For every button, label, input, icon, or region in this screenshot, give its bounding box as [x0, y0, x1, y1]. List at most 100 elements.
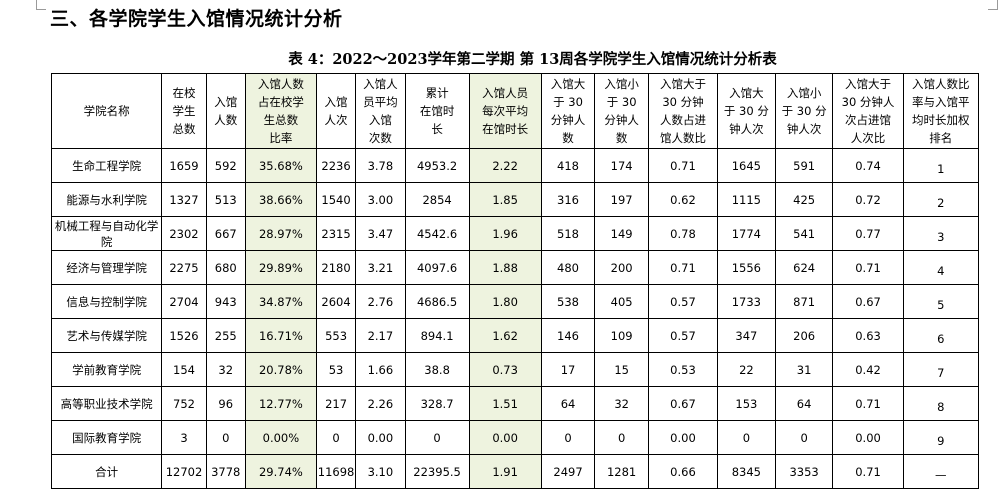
column-header-total-hours: 累计 在馆时 长: [404, 73, 470, 149]
table-caption: 表 4：2022～2023学年第二学期 第 13周各学院学生入馆情况统计分析表: [288, 51, 777, 68]
cell-over30-people: 418: [540, 148, 596, 183]
table-row: 国际教育学院 3 0 0.00% 0 0.00 0 0.00 0 0 0.00 0 0 0.00 9: [50, 420, 980, 455]
cell-visitor-ratio: 38.66%: [244, 182, 317, 217]
cell-avg-hours: 1.80: [468, 284, 542, 319]
table-row: 经济与管理学院 2275 680 29.89% 2180 3.21 4097.6 1.88 48…: [50, 250, 980, 285]
cell-enrolled: 1327: [161, 182, 207, 217]
cell-avg-hours: 1.62: [468, 318, 542, 353]
page-corner-mark-right: [988, 0, 998, 10]
cell-under30-people: 174: [594, 148, 649, 183]
cell-rank: 7: [902, 352, 980, 387]
cell-total-hours: 2854: [404, 182, 470, 217]
cell-avg-hours: 0.00: [468, 420, 542, 455]
cell-college: 学前教育学院: [50, 352, 163, 387]
cell-under30-visits: 871: [774, 284, 834, 319]
table-row: 机械工程与自动化学院 2302 667 28.97% 2315 3.47 4542.6 1.9…: [50, 216, 980, 251]
cell-avg-hours: 1.85: [468, 182, 542, 217]
cell-over30-people-ratio: 0.66: [647, 454, 719, 489]
cell-under30-people: 200: [594, 250, 649, 285]
cell-over30-visits-ratio: 0.71: [832, 386, 904, 421]
table-row: 生命工程学院 1659 592 35.68% 2236 3.78 4953.2 2.22 418…: [50, 148, 980, 183]
cell-visits: 553: [315, 318, 357, 353]
cell-over30-visits: 1115: [717, 182, 776, 217]
cell-rank: 3: [902, 216, 980, 251]
table-header-row: 学院名称 在校 学生 总数 入馆 人数 入馆人数 占在校学 生总数 比率 入馆 人次 入馆…: [50, 73, 980, 149]
cell-over30-visits: 8345: [717, 454, 776, 489]
cell-under30-visits: 541: [774, 216, 834, 251]
cell-total-hours: 4686.5: [404, 284, 470, 319]
column-header-visitor-ratio: 入馆人数 占在校学 生总数 比率: [244, 73, 317, 149]
cell-enrolled: 12702: [161, 454, 207, 489]
cell-over30-people-ratio: 0.67: [647, 386, 719, 421]
cell-under30-visits: 425: [774, 182, 834, 217]
cell-over30-visits-ratio: 0.42: [832, 352, 904, 387]
table-row: 艺术与传媒学院 1526 255 16.71% 553 2.17 894.1 1.62 146 1…: [50, 318, 980, 353]
table-row: 信息与控制学院 2704 943 34.87% 2604 2.76 4686.5 1.80 53…: [50, 284, 980, 319]
cell-over30-people-ratio: 0.71: [647, 250, 719, 285]
cell-visits: 2236: [315, 148, 357, 183]
cell-enrolled: 2302: [161, 216, 207, 251]
cell-visitors: 667: [205, 216, 246, 251]
cell-over30-visits: 1774: [717, 216, 776, 251]
cell-visitors: 3778: [205, 454, 246, 489]
cell-visitor-ratio: 12.77%: [244, 386, 317, 421]
cell-over30-people-ratio: 0.57: [647, 284, 719, 319]
cell-under30-people: 32: [594, 386, 649, 421]
cell-over30-visits-ratio: 0.71: [832, 250, 904, 285]
college-visit-stats-table: 学院名称 在校 学生 总数 入馆 人数 入馆人数 占在校学 生总数 比率 入馆 人次 入馆…: [50, 73, 980, 489]
cell-over30-visits: 1645: [717, 148, 776, 183]
cell-college: 经济与管理学院: [50, 250, 163, 285]
cell-visitors: 513: [205, 182, 246, 217]
cell-under30-visits: 624: [774, 250, 834, 285]
cell-visitor-ratio: 29.89%: [244, 250, 317, 285]
cell-enrolled: 154: [161, 352, 207, 387]
table-row: 能源与水利学院 1327 513 38.66% 1540 3.00 2854 1.85 316 1…: [50, 182, 980, 217]
cell-avg-visits: 3.47: [355, 216, 406, 251]
cell-avg-hours: 0.73: [468, 352, 542, 387]
cell-rank: 6: [902, 318, 980, 353]
cell-enrolled: 1526: [161, 318, 207, 353]
cell-total-hours: 894.1: [404, 318, 470, 353]
table-row: 学前教育学院 154 32 20.78% 53 1.66 38.8 0.73 17 15 0.53 2…: [50, 352, 980, 387]
column-header-over30-people-ratio: 入馆大于 30 分钟 人数占进 馆人数比: [647, 73, 719, 149]
cell-college: 国际教育学院: [50, 420, 163, 455]
column-header-visits: 入馆 人次: [315, 73, 357, 149]
cell-visitor-ratio: 28.97%: [244, 216, 317, 251]
cell-under30-visits: 64: [774, 386, 834, 421]
cell-avg-hours: 1.96: [468, 216, 542, 251]
cell-avg-visits: 1.66: [355, 352, 406, 387]
cell-over30-visits-ratio: 0.72: [832, 182, 904, 217]
cell-over30-visits-ratio: 0.67: [832, 284, 904, 319]
cell-visitors: 592: [205, 148, 246, 183]
cell-over30-people: 64: [540, 386, 596, 421]
cell-rank: 5: [902, 284, 980, 319]
cell-enrolled: 2704: [161, 284, 207, 319]
cell-college: 合计: [50, 454, 163, 489]
cell-rank: 1: [902, 148, 980, 183]
column-header-avg-visits: 入馆人 员平均 入馆 次数: [355, 73, 406, 149]
cell-under30-visits: 591: [774, 148, 834, 183]
cell-over30-people-ratio: 0.57: [647, 318, 719, 353]
cell-over30-visits-ratio: 0.71: [832, 454, 904, 489]
cell-avg-visits: 2.76: [355, 284, 406, 319]
cell-college: 艺术与传媒学院: [50, 318, 163, 353]
cell-total-hours: 328.7: [404, 386, 470, 421]
cell-college: 生命工程学院: [50, 148, 163, 183]
column-header-under30-people: 入馆小 于 30 分钟人 数: [594, 73, 649, 149]
cell-over30-visits-ratio: 0.63: [832, 318, 904, 353]
cell-over30-people-ratio: 0.62: [647, 182, 719, 217]
cell-under30-people: 1281: [594, 454, 649, 489]
column-header-visitors: 入馆 人数: [205, 73, 246, 149]
cell-enrolled: 2275: [161, 250, 207, 285]
cell-avg-visits: 3.10: [355, 454, 406, 489]
cell-total-hours: 4953.2: [404, 148, 470, 183]
cell-visitor-ratio: 29.74%: [244, 454, 317, 489]
cell-visitor-ratio: 16.71%: [244, 318, 317, 353]
cell-over30-visits-ratio: 0.77: [832, 216, 904, 251]
cell-avg-visits: 3.00: [355, 182, 406, 217]
cell-visitor-ratio: 0.00%: [244, 420, 317, 455]
cell-visitors: 96: [205, 386, 246, 421]
cell-total-hours: 22395.5: [404, 454, 470, 489]
cell-over30-visits-ratio: 0.00: [832, 420, 904, 455]
cell-college: 能源与水利学院: [50, 182, 163, 217]
